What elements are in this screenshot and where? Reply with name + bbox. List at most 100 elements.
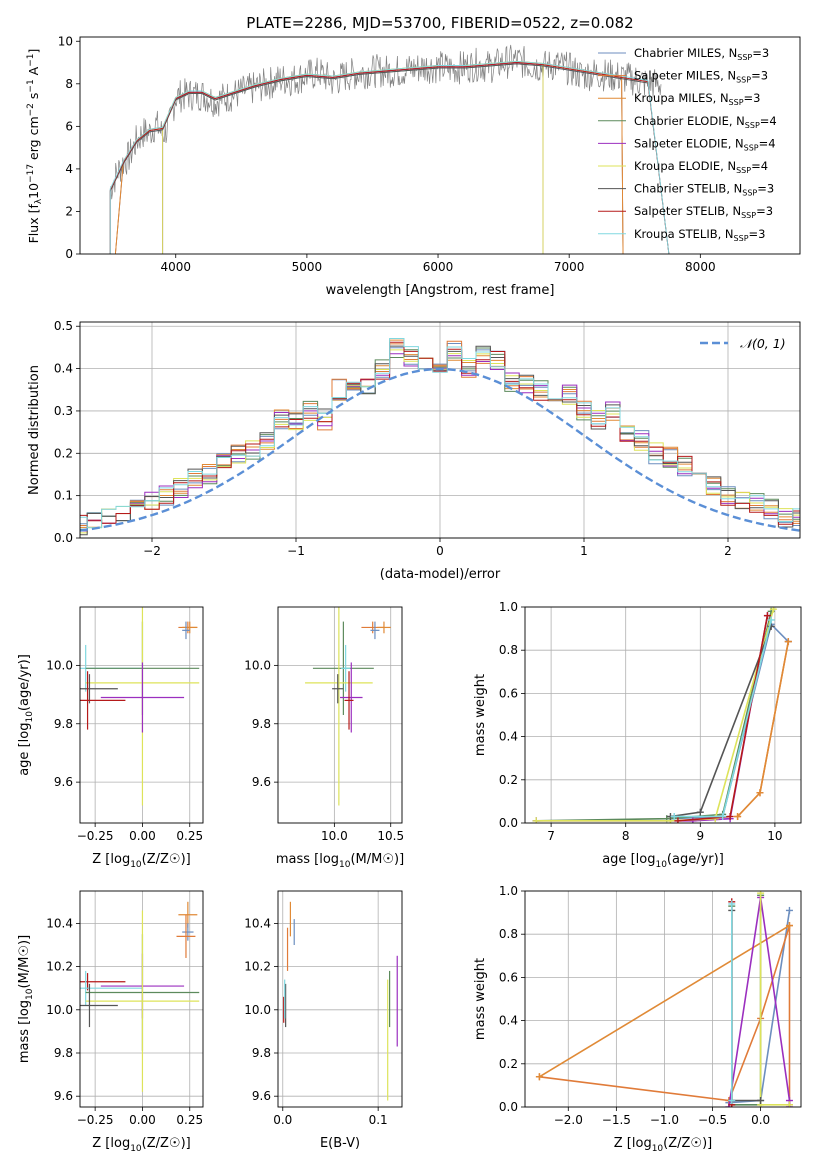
y-tick-label: 9.8 [252, 717, 271, 731]
legend-label: Salpeter MILES, NSSP=3 [634, 69, 768, 85]
histogram-salpeter-stelib [80, 341, 800, 525]
y-tick-label: 10.0 [244, 658, 271, 672]
weight-line-chabrier-miles [728, 910, 791, 1104]
weight-line-kroupa-miles [538, 924, 790, 1078]
x-axis-label: (data-model)/error [380, 567, 501, 582]
y-tick-label: 9.6 [252, 775, 271, 789]
x-axis-label: mass [log10(M/M☉)] [276, 852, 404, 870]
x-tick-label: 8000 [685, 260, 716, 274]
histogram-kroupa-stelib [80, 338, 800, 529]
y-tick-label: 9.6 [54, 775, 73, 789]
y-axis-label: mass weight [473, 958, 488, 1040]
x-tick-label: 10 [767, 829, 782, 843]
massweight-vs-age-panel: 7 8 9 10 0.0 0.2 0.4 0.6 0.8 1.0 age [log10(age/yr… [473, 600, 802, 870]
y-axis-label: mass [log10(M/M☉)] [17, 935, 35, 1063]
x-tick-label: 7000 [554, 260, 585, 274]
y-tick-label: 0.4 [499, 730, 518, 744]
x-tick-label: 0.0 [273, 1113, 292, 1127]
x-axis-label: age [log10(age/yr)] [602, 852, 724, 870]
age-vs-mass-panel: 10.0 10.5 9.6 9.8 10.0 mass [log10(M/M☉)] [244, 606, 404, 870]
y-tick-label: 9.8 [54, 1046, 73, 1060]
y-tick-label: 10.4 [244, 916, 271, 930]
x-tick-label: 0 [436, 544, 444, 558]
legend-label: 𝒩(0, 1) [740, 336, 786, 351]
legend-label: Salpeter STELIB, NSSP=3 [634, 204, 773, 220]
y-tick-label: 0.6 [499, 970, 518, 984]
age-vs-Z-panel: −0.25 0.00 0.25 9.6 9.8 10.0 Z [log10(Z/Z☉)] ag… [17, 606, 204, 870]
y-tick-label: 0.2 [499, 773, 518, 787]
spectrum-panel: 4000 5000 6000 7000 8000 0 2 4 6 8 10 Chabrier MILE… [26, 34, 801, 298]
legend-label: Chabrier STELIB, NSSP=3 [634, 182, 774, 198]
x-tick-label: 7 [547, 829, 555, 843]
y-tick-label: 0.8 [499, 927, 518, 941]
y-tick-label: 0.4 [499, 1014, 518, 1028]
y-tick-label: 0.0 [54, 531, 73, 545]
x-tick-label: 9 [696, 829, 704, 843]
x-tick-label: 0.00 [129, 1113, 156, 1127]
x-tick-label: −0.25 [77, 829, 114, 843]
x-tick-label: 8 [622, 829, 630, 843]
weight-line-kroupa-stelib [674, 619, 772, 818]
x-tick-label: 4000 [160, 260, 191, 274]
x-tick-label: −2.0 [554, 1113, 583, 1127]
y-tick-label: 0.6 [499, 686, 518, 700]
mass-vs-EBV-plot-area [283, 901, 398, 1101]
x-axis-label: Z [log10(Z/Z☉)] [614, 1136, 712, 1154]
y-tick-label: 10.0 [46, 658, 73, 672]
model-spectrum-kroupa-elodie [162, 60, 544, 254]
x-tick-label: 0.25 [176, 829, 203, 843]
mass-vs-Z-panel: −0.25 0.00 0.25 9.6 9.8 10.0 10.2 10.4 Z [log10(… [17, 890, 204, 1154]
x-axis-label: wavelength [Angstrom, rest frame] [326, 283, 555, 298]
legend-label: Chabrier ELODIE, NSSP=4 [634, 114, 777, 130]
mass-vs-Z-plot-area [80, 901, 200, 1092]
massweight-vs-age-plot-area [532, 607, 792, 823]
y-tick-label: 1.0 [499, 884, 518, 898]
weight-line-chabrier-stelib [730, 910, 761, 1102]
axes-frame [277, 606, 403, 824]
x-axis-label: Z [log10(Z/Z☉)] [92, 852, 190, 870]
x-tick-label: 6000 [423, 260, 454, 274]
axes-frame [79, 606, 204, 824]
y-tick-label: 9.8 [54, 717, 73, 731]
y-axis-label: Normed distribution [27, 365, 42, 495]
spectrum-legend: Chabrier MILES, NSSP=3 Salpeter MILES, NS… [598, 46, 777, 243]
y-tick-label: 0 [65, 247, 73, 261]
x-tick-label: −2 [143, 544, 161, 558]
x-axis-label: E(B-V) [320, 1136, 360, 1151]
x-tick-label: −0.5 [698, 1113, 727, 1127]
y-tick-label: 0.0 [499, 1100, 518, 1114]
legend-label: Kroupa ELODIE, NSSP=4 [634, 159, 768, 175]
y-axis-label: mass weight [473, 674, 488, 756]
x-tick-label: −0.25 [77, 1113, 114, 1127]
y-tick-label: 10.0 [244, 1003, 271, 1017]
axes-frame [79, 890, 204, 1108]
y-tick-label: 0.1 [54, 489, 73, 503]
y-tick-label: 0.8 [499, 643, 518, 657]
massweight-vs-Z-panel: −2.0 −1.5 −1.0 −0.5 0.0 0.0 0.2 0.4 0.6 0.8 1.0 Z [… [473, 884, 802, 1154]
y-tick-label: 9.8 [252, 1046, 271, 1060]
y-tick-label: 10.4 [46, 916, 73, 930]
massweight-vs-Z-plot-area [535, 891, 793, 1107]
axes-frame [79, 36, 801, 255]
age-vs-mass-plot-area [305, 607, 391, 806]
y-tick-label: 0.0 [499, 816, 518, 830]
normal-curve [80, 367, 800, 532]
axes-frame [79, 321, 801, 539]
y-tick-label: 6 [65, 119, 73, 133]
y-axis-label: age [log10(age/yr)] [17, 654, 35, 776]
x-tick-label: 2 [724, 544, 732, 558]
y-tick-label: 1.0 [499, 600, 518, 614]
legend-label: Kroupa STELIB, NSSP=3 [634, 227, 765, 243]
x-tick-label: 0.25 [176, 1113, 203, 1127]
y-tick-label: 10.2 [46, 960, 73, 974]
y-tick-label: 4 [65, 162, 73, 176]
weight-line-chabrier-stelib [670, 626, 772, 818]
spectrum-plot-area [109, 44, 670, 254]
x-tick-label: 10.0 [321, 829, 348, 843]
model-spectrum-salpeter-stelib [109, 62, 670, 254]
x-tick-label: −1 [287, 544, 305, 558]
x-tick-label: 10.5 [377, 829, 404, 843]
y-tick-label: 0.4 [54, 362, 73, 376]
x-tick-label: 0.00 [129, 829, 156, 843]
y-tick-label: 2 [65, 204, 73, 218]
